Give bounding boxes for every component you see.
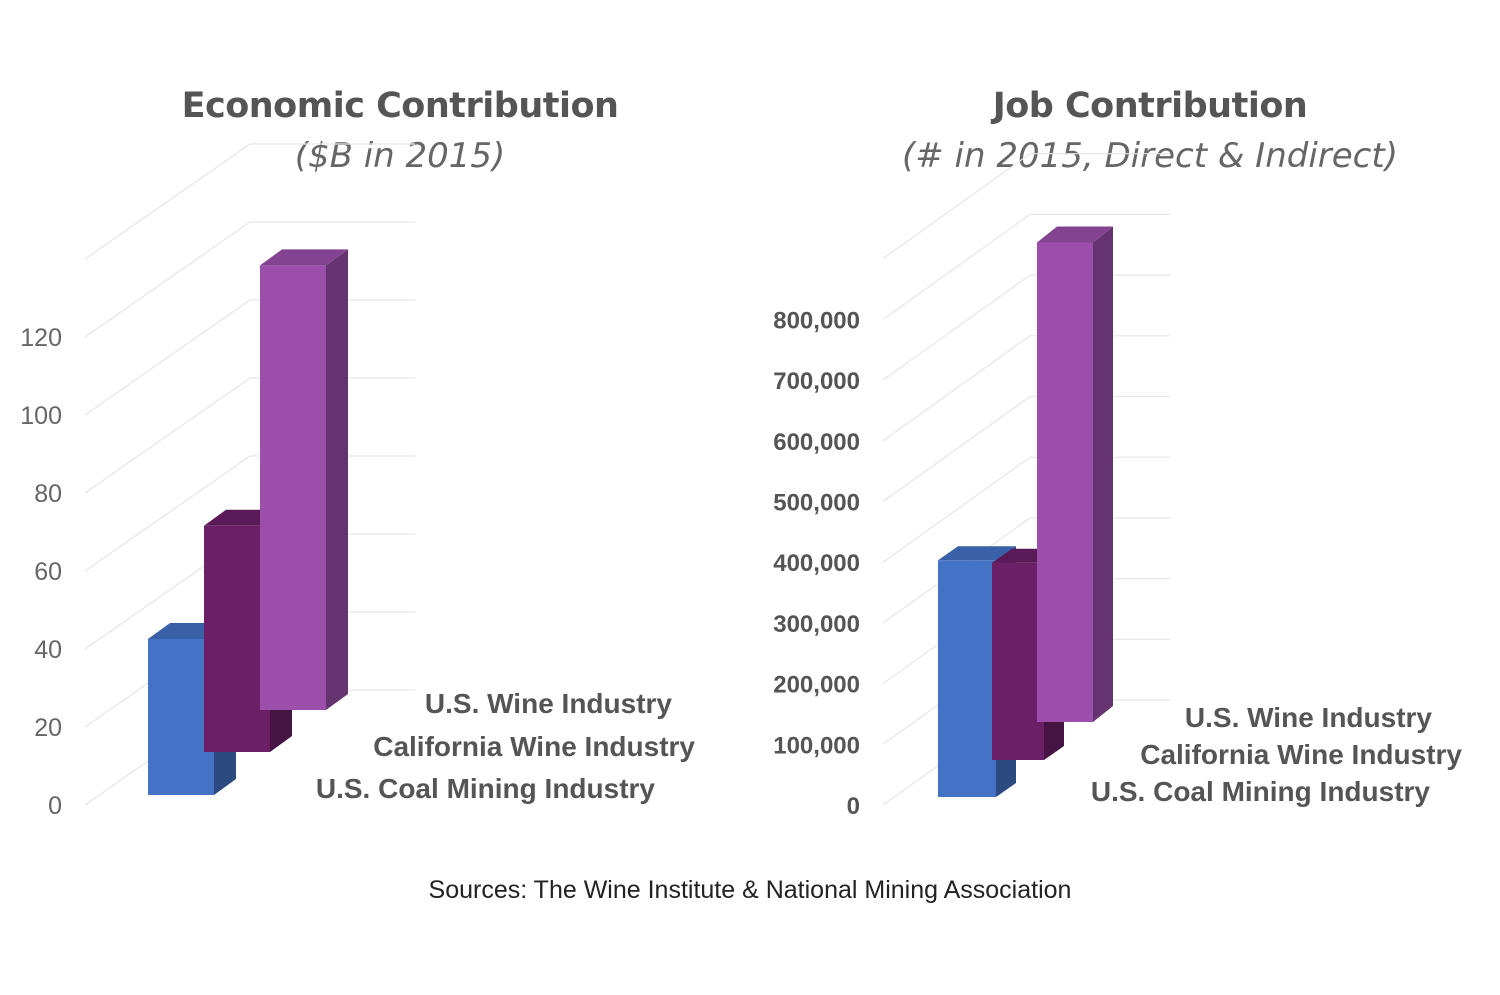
job-contribution-chart: Job Contribution (# in 2015, Direct & In…	[740, 0, 1500, 860]
chart-subtitle: ($B in 2015)	[294, 136, 506, 176]
gridline-diagonal	[84, 143, 251, 260]
chart-title: Economic Contribution	[181, 86, 619, 126]
y-tick-label: 20	[34, 714, 62, 742]
y-tick-label: 120	[20, 324, 62, 352]
y-tick-label: 0	[847, 793, 860, 820]
gridline-diagonal	[84, 377, 251, 494]
y-tick-label: 100	[20, 402, 62, 430]
gridline-diagonal	[882, 153, 1031, 260]
gridline-diagonal	[84, 455, 251, 572]
bar-front	[204, 525, 270, 752]
bar-top	[938, 546, 1016, 561]
economic-plot-area: 0 20 40 60 80 100 120 U.S. Wine Industry Califor…	[20, 143, 696, 820]
chart-title: Job Contribution	[992, 86, 1308, 126]
y-axis-ticks: 0 100,000 200,000 300,000 400,000 500,000 600,…	[773, 307, 860, 820]
bar-top	[1037, 226, 1113, 243]
gridline-diagonal	[882, 335, 1031, 442]
gridline-diagonal	[882, 456, 1031, 563]
legend: U.S. Wine Industry California Wine Indust…	[1091, 702, 1463, 807]
legend-label: California Wine Industry	[373, 731, 695, 762]
bar-front	[938, 560, 996, 797]
legend-label: U.S. Wine Industry	[1185, 702, 1433, 733]
y-tick-label: 400,000	[773, 550, 860, 577]
y-tick-label: 800,000	[773, 307, 860, 334]
bar-front	[1037, 242, 1093, 722]
source-note: Sources: The Wine Institute & National M…	[428, 876, 1072, 904]
bar-front	[992, 562, 1044, 760]
bar-top	[260, 249, 348, 266]
y-tick-label: 300,000	[773, 611, 860, 638]
gridline-diagonal	[882, 396, 1031, 502]
y-tick-label: 700,000	[773, 368, 860, 395]
gridline-diagonal	[882, 274, 1031, 381]
y-tick-label: 60	[34, 558, 62, 586]
y-tick-label: 100,000	[773, 732, 860, 759]
gridline-diagonal	[882, 213, 1031, 320]
legend-label: U.S. Wine Industry	[425, 688, 673, 719]
bar-front	[260, 265, 326, 710]
y-tick-label: 600,000	[773, 429, 860, 456]
bar-side	[1093, 226, 1113, 722]
legend-label: California Wine Industry	[1140, 739, 1462, 770]
y-tick-label: 40	[34, 636, 62, 664]
legend: U.S. Wine Industry California Wine Indust…	[316, 688, 696, 804]
job-plot-area: 0 100,000 200,000 300,000 400,000 500,000 600,…	[773, 153, 1463, 820]
y-tick-label: 200,000	[773, 672, 860, 699]
chart-subtitle: (# in 2015, Direct & Indirect)	[902, 136, 1398, 176]
y-axis-ticks: 0 20 40 60 80 100 120	[20, 324, 62, 820]
y-tick-label: 500,000	[773, 490, 860, 517]
economic-contribution-chart: Economic Contribution ($B in 2015) 0 20 40…	[0, 0, 740, 860]
y-tick-label: 0	[48, 792, 62, 820]
legend-label: U.S. Coal Mining Industry	[1091, 776, 1431, 807]
bar-side	[326, 249, 348, 710]
bar-front	[148, 639, 214, 795]
legend-label: U.S. Coal Mining Industry	[316, 773, 656, 804]
bar-u-s-wine-industry	[1037, 226, 1113, 722]
gridline-diagonal	[84, 299, 251, 416]
y-tick-label: 80	[34, 480, 62, 508]
bar-u-s-wine-industry	[260, 249, 348, 710]
gridline-diagonal	[84, 221, 251, 338]
